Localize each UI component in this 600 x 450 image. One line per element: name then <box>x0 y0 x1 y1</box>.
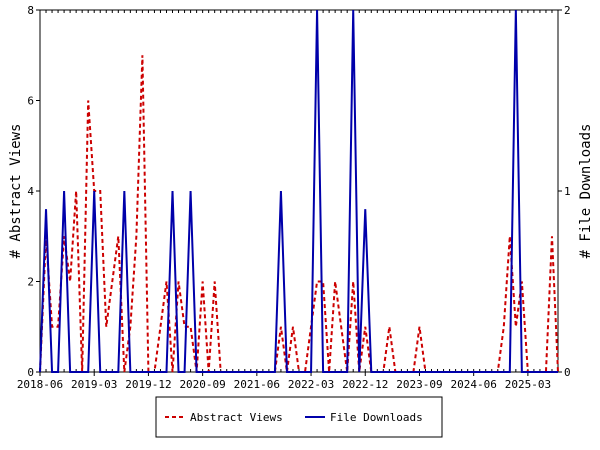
y-left-tick-label: 4 <box>27 185 34 198</box>
x-tick-label: 2022-12 <box>342 378 388 391</box>
x-tick-label: 2024-06 <box>450 378 496 391</box>
x-tick-label: 2020-09 <box>179 378 225 391</box>
x-tick-label: 2021-06 <box>234 378 280 391</box>
x-tick-label: 2022-03 <box>288 378 334 391</box>
x-tick-label: 2018-06 <box>17 378 63 391</box>
y-right-tick-label: 0 <box>564 366 571 379</box>
legend-label-abstract-views: Abstract Views <box>190 411 283 424</box>
legend-box <box>155 396 443 438</box>
plot-area <box>39 9 559 373</box>
x-tick-label: 2019-12 <box>125 378 171 391</box>
y-right-tick-label: 2 <box>564 4 571 17</box>
y-axis-right-title: # File Downloads <box>578 124 594 259</box>
y-left-tick-label: 2 <box>27 276 34 289</box>
series-line-1 <box>39 9 558 373</box>
y-axis-left-title: # Abstract Views <box>8 124 24 259</box>
legend: Abstract Views File Downloads <box>155 396 443 438</box>
y-left-tick-label: 8 <box>27 4 34 17</box>
y-left-tick-label: 6 <box>27 95 34 108</box>
x-tick-label: 2025-03 <box>505 378 551 391</box>
y-right-tick-label: 1 <box>564 185 571 198</box>
x-tick-label: 2019-03 <box>71 378 117 391</box>
y-left-tick-label: 0 <box>27 366 34 379</box>
x-tick-label: 2023-09 <box>396 378 442 391</box>
legend-label-file-downloads: File Downloads <box>330 411 423 424</box>
